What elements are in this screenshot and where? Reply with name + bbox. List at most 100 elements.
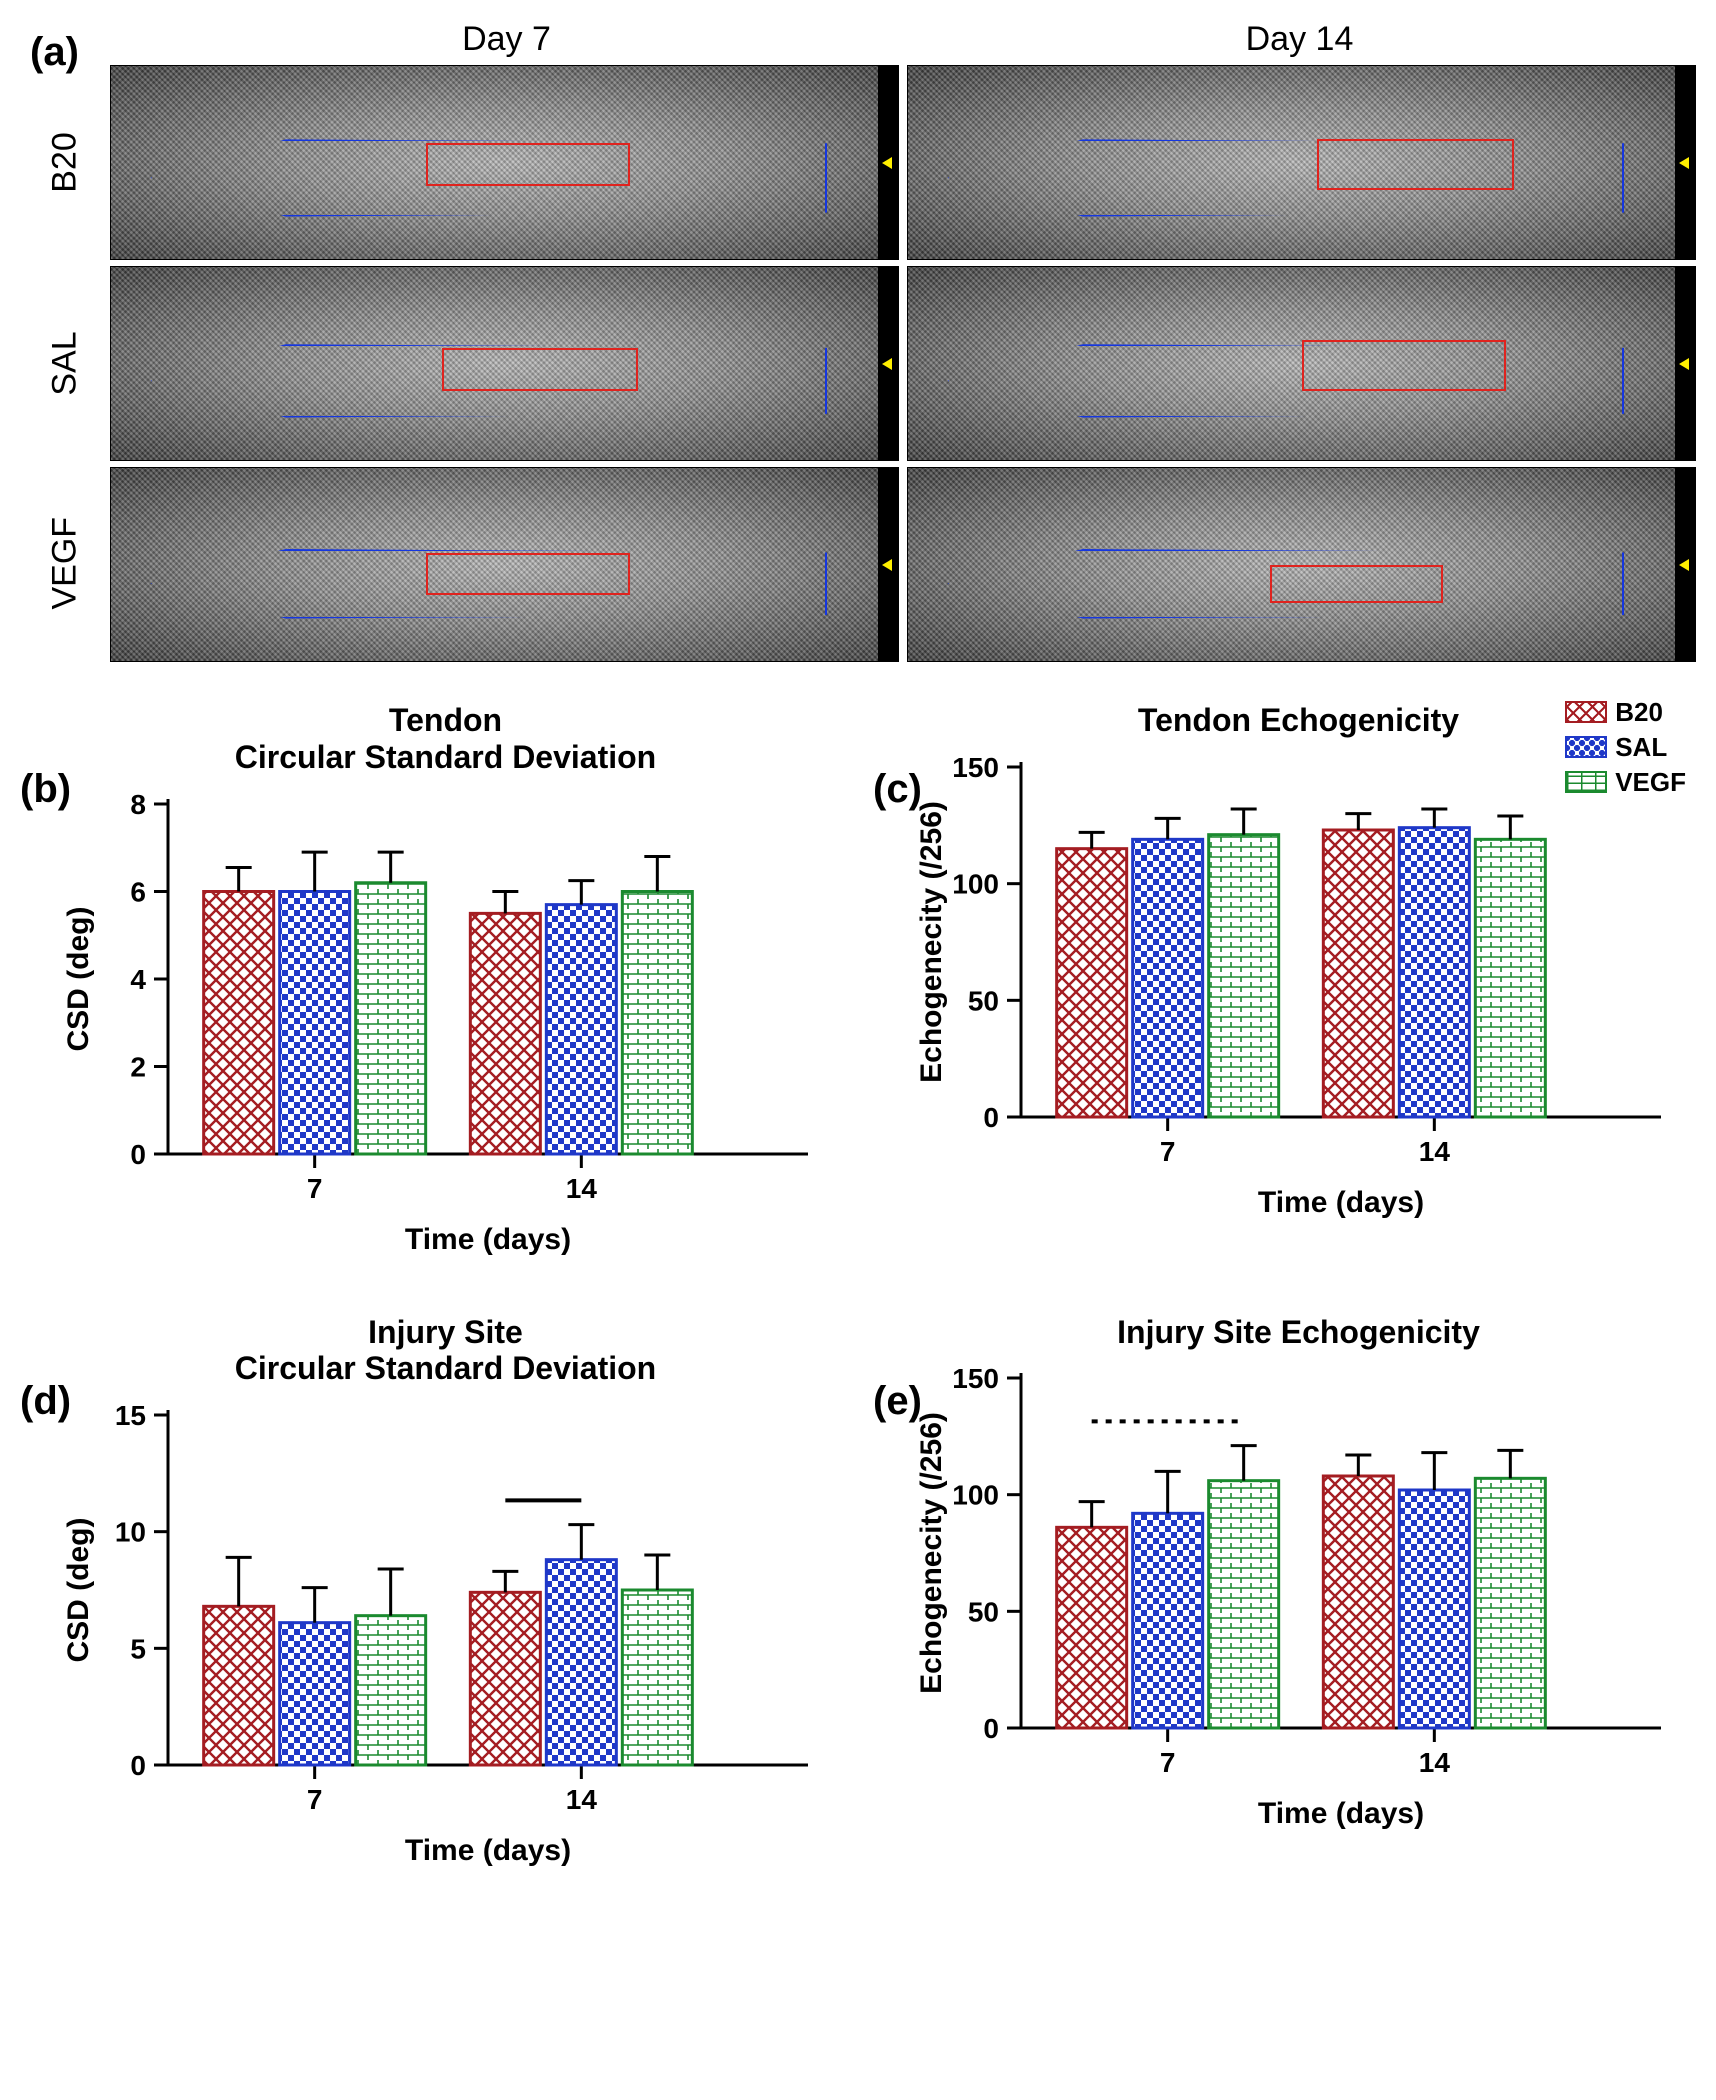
- chart-title-line: Circular Standard Deviation: [48, 1350, 843, 1387]
- ultrasound-image: [110, 65, 899, 260]
- chart-b-title: TendonCircular Standard Deviation: [48, 702, 843, 776]
- svg-text:5: 5: [130, 1634, 146, 1665]
- chart-e-title: Injury Site Echogenicity: [901, 1314, 1696, 1351]
- bar: [280, 1623, 350, 1765]
- chart-d: 0 5 10 15 CSD (deg) Time (days) 7 14: [48, 1395, 828, 1875]
- legend: B20 SAL VEGF: [1565, 697, 1686, 802]
- figure-root: (a) Day 7 Day 14 B20SALVEGF (b) TendonCi…: [20, 20, 1696, 1875]
- ultrasound-row: B20: [20, 65, 1696, 260]
- depth-marker-icon: [1679, 559, 1689, 571]
- svg-text:100: 100: [952, 868, 999, 899]
- day-header-14: Day 14: [903, 20, 1696, 65]
- chart-b: 02468CSD (deg)Time (days)714: [48, 784, 828, 1264]
- bar: [204, 891, 274, 1154]
- bar: [1209, 834, 1279, 1116]
- bar: [1057, 848, 1127, 1116]
- bar: [470, 913, 540, 1154]
- depth-marker-icon: [1679, 358, 1689, 370]
- svg-text:50: 50: [968, 1597, 999, 1628]
- legend-label: SAL: [1615, 732, 1667, 763]
- svg-text:CSD (deg): CSD (deg): [62, 1518, 95, 1663]
- svg-text:6: 6: [130, 876, 146, 907]
- ultrasound-row: SAL: [20, 266, 1696, 461]
- svg-text:Time (days): Time (days): [1258, 1797, 1424, 1830]
- svg-text:0: 0: [130, 1750, 146, 1781]
- ultrasound-image-pair: [110, 467, 1696, 662]
- chart-d-title: Injury SiteCircular Standard Deviation: [48, 1314, 843, 1388]
- svg-text:4: 4: [130, 964, 146, 995]
- svg-text:0: 0: [983, 1102, 999, 1133]
- svg-text:50: 50: [968, 985, 999, 1016]
- svg-text:10: 10: [115, 1517, 146, 1548]
- roi-injury-site: [1317, 139, 1514, 189]
- svg-text:15: 15: [115, 1400, 146, 1431]
- bar: [1475, 1479, 1545, 1729]
- panel-c: (c) Tendon Echogenicity B20SALVEGF 05010…: [873, 702, 1696, 1264]
- svg-text:Time (days): Time (days): [405, 1223, 571, 1256]
- depth-marker-icon: [882, 358, 892, 370]
- panel-b: (b) TendonCircular Standard Deviation 02…: [20, 702, 843, 1264]
- bar: [356, 1616, 426, 1765]
- svg-text:7: 7: [307, 1784, 323, 1815]
- legend-item: VEGF: [1565, 767, 1686, 798]
- svg-text:Echogenecity (/256): Echogenecity (/256): [915, 801, 948, 1083]
- svg-text:14: 14: [566, 1784, 598, 1815]
- bar: [546, 904, 616, 1153]
- bar: [204, 1607, 274, 1766]
- day-header-7: Day 7: [110, 20, 903, 65]
- svg-text:150: 150: [952, 1363, 999, 1394]
- chart-c: 050100150Echogenecity (/256)Time (days)7…: [901, 747, 1681, 1227]
- ultrasound-image: [907, 467, 1696, 662]
- panel-a-label: (a): [30, 30, 79, 75]
- bar: [1323, 830, 1393, 1117]
- bar: [546, 1560, 616, 1765]
- bar: [1399, 827, 1469, 1116]
- chart-title-line: Injury Site Echogenicity: [901, 1314, 1696, 1351]
- bar: [470, 1593, 540, 1766]
- svg-text:Time (days): Time (days): [405, 1834, 571, 1867]
- ultrasound-image: [907, 266, 1696, 461]
- svg-text:100: 100: [952, 1480, 999, 1511]
- panel-d: (d) Injury SiteCircular Standard Deviati…: [20, 1314, 843, 1876]
- roi-injury-site: [1302, 340, 1507, 390]
- depth-marker-icon: [1679, 157, 1689, 169]
- ultrasound-image: [110, 266, 899, 461]
- legend-swatch: [1565, 701, 1607, 723]
- legend-item: B20: [1565, 697, 1686, 728]
- bar: [1475, 839, 1545, 1117]
- svg-text:7: 7: [1160, 1136, 1176, 1167]
- chart-title-line: Circular Standard Deviation: [48, 739, 843, 776]
- legend-swatch: [1565, 736, 1607, 758]
- svg-text:0: 0: [130, 1139, 146, 1170]
- ultrasound-image-pair: [110, 65, 1696, 260]
- legend-label: B20: [1615, 697, 1663, 728]
- ultrasound-image: [110, 467, 899, 662]
- roi-injury-site: [426, 143, 631, 185]
- bar: [622, 1590, 692, 1765]
- svg-text:CSD (deg): CSD (deg): [62, 906, 95, 1051]
- roi-injury-site: [1270, 565, 1443, 604]
- svg-text:7: 7: [307, 1173, 323, 1204]
- day-headers: Day 7 Day 14: [20, 20, 1696, 65]
- svg-text:7: 7: [1160, 1747, 1176, 1778]
- legend-label: VEGF: [1615, 767, 1686, 798]
- legend-item: SAL: [1565, 732, 1686, 763]
- svg-text:14: 14: [566, 1173, 598, 1204]
- roi-tendon-outline: [947, 344, 1624, 417]
- chart-grid: (b) TendonCircular Standard Deviation 02…: [20, 702, 1696, 1875]
- roi-injury-site: [426, 553, 631, 595]
- roi-injury-site: [442, 348, 639, 390]
- ultrasound-image-pair: [110, 266, 1696, 461]
- depth-marker-icon: [882, 157, 892, 169]
- svg-text:14: 14: [1419, 1747, 1451, 1778]
- bar: [1133, 1514, 1203, 1729]
- row-label: B20: [46, 118, 85, 208]
- chart-title-line: Injury Site: [48, 1314, 843, 1351]
- panel-a: (a) Day 7 Day 14 B20 SAL VEGF: [20, 20, 1696, 662]
- bar: [1057, 1528, 1127, 1729]
- svg-text:2: 2: [130, 1051, 146, 1082]
- chart-e: 050100150Echogenecity (/256)Time (days)7…: [901, 1358, 1681, 1838]
- ultrasound-row: VEGF: [20, 467, 1696, 662]
- bar: [356, 882, 426, 1153]
- row-label: SAL: [46, 319, 85, 409]
